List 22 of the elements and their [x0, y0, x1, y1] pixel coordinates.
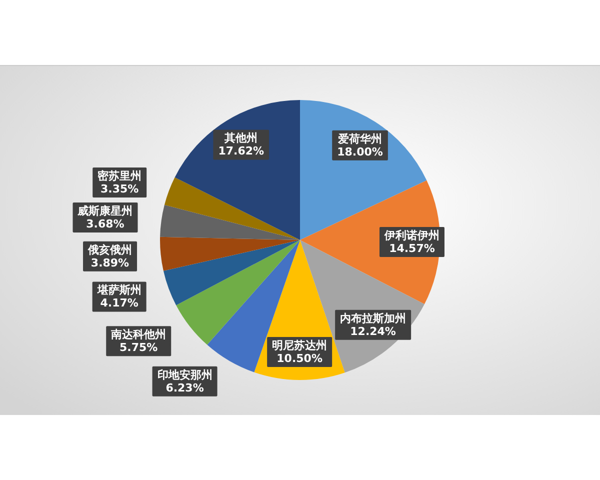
slice-label: 密苏里州 [98, 170, 142, 183]
slice-label: 印地安那州 [157, 368, 212, 382]
data-label: 5.75% [120, 341, 158, 354]
slice-label: 伊利诺伊州 [383, 229, 440, 242]
data-label: 14.57% [389, 242, 435, 256]
slice-label: 爱荷华州 [337, 132, 382, 146]
data-label: 3.68% [86, 218, 124, 231]
data-label: 10.50% [276, 352, 322, 365]
slice-label: 威斯康星州 [76, 204, 133, 218]
slice-label: 南达科他州 [110, 328, 166, 342]
data-label: 3.89% [90, 256, 130, 270]
data-label: 17.62% [218, 144, 264, 158]
slice-label: 俄亥俄州 [87, 243, 132, 256]
data-label: 3.35% [100, 182, 139, 196]
data-label: 6.23% [166, 381, 204, 394]
data-label: 4.17% [100, 296, 138, 310]
slice-label: 内布拉斯加州 [340, 312, 406, 325]
slice-label: 其他州 [224, 132, 258, 145]
data-label: 12.24% [350, 324, 396, 338]
data-label: 18.00% [337, 145, 383, 158]
slice-label: 堪萨斯州 [96, 284, 142, 297]
slice-label: 明尼苏达州 [272, 339, 328, 352]
